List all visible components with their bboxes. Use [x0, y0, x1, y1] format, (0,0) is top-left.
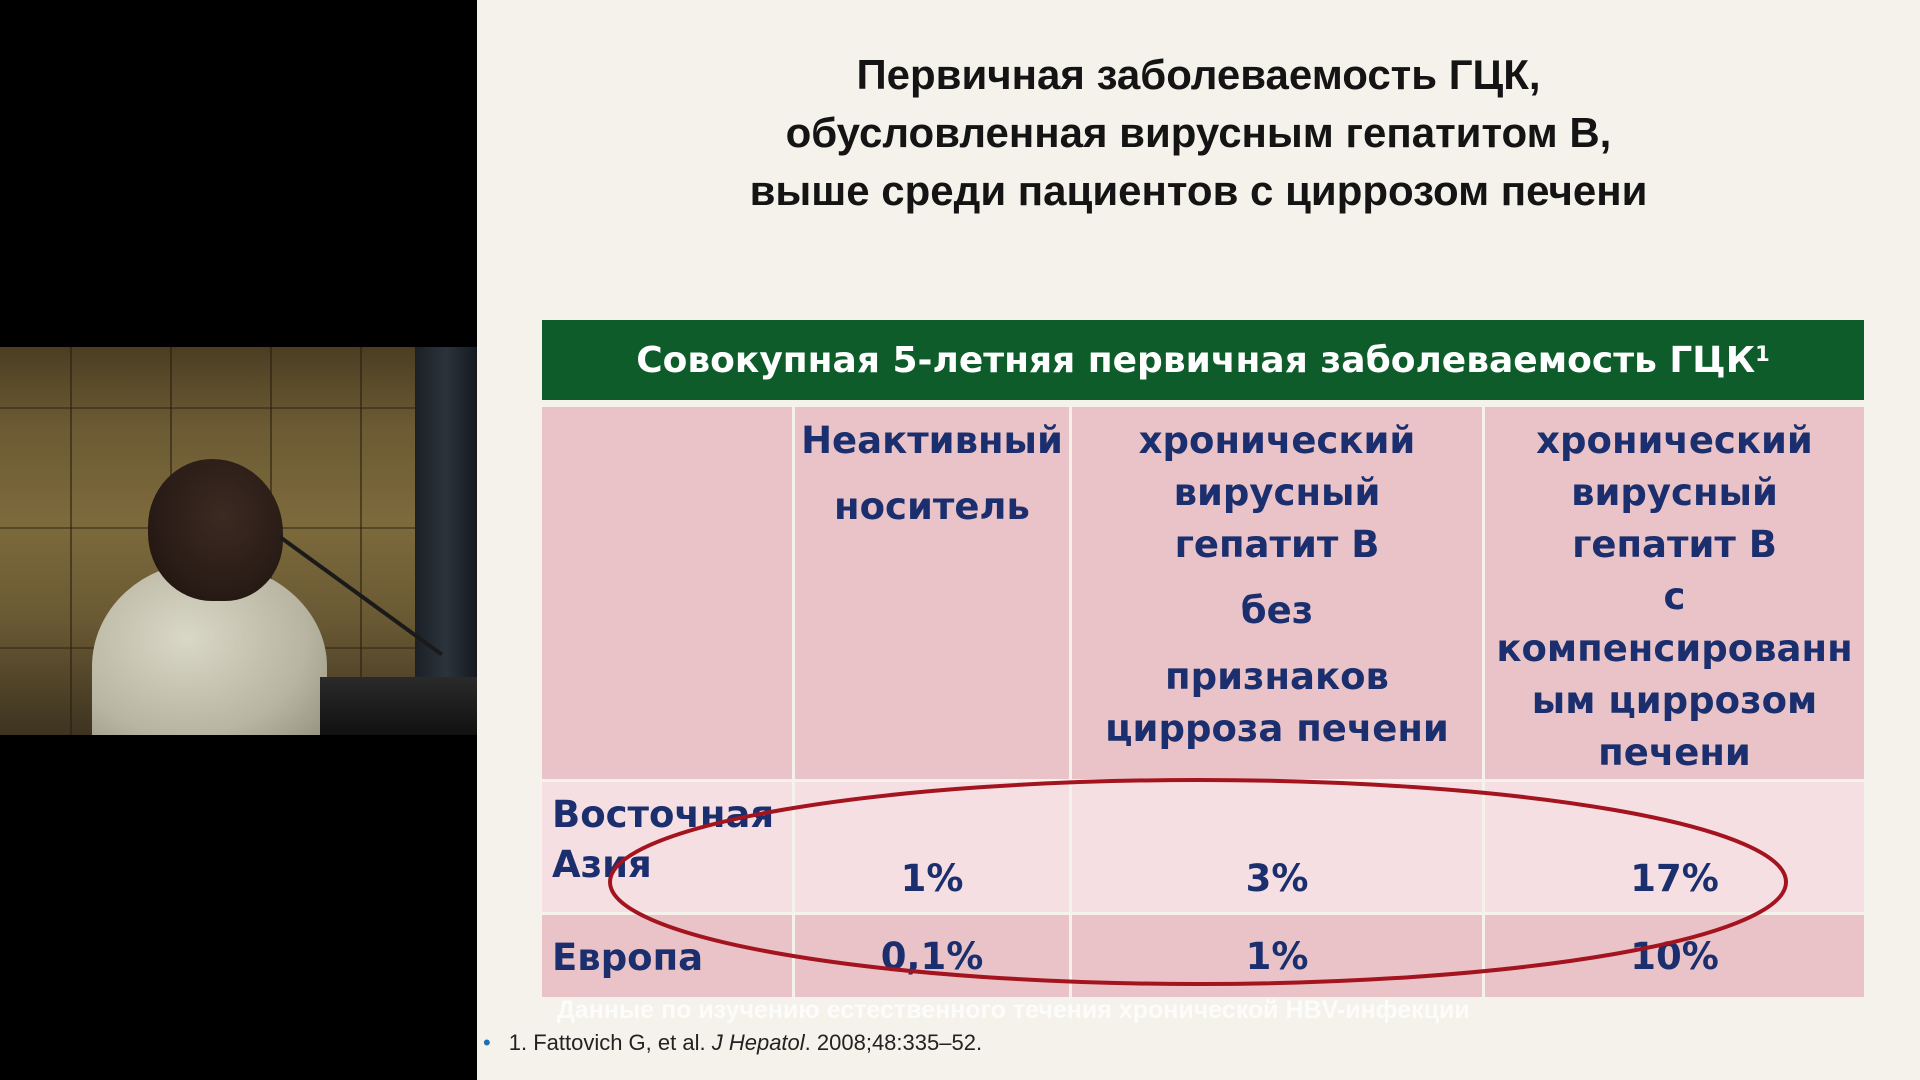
cell-value-text: 10% — [1630, 934, 1719, 978]
column-header-line: гепатит В — [1572, 523, 1777, 566]
table-header-bar: Совокупная 5-летняя первичная заболеваем… — [542, 320, 1864, 400]
slide-title-line: Первичная заболеваемость ГЦК, — [856, 51, 1541, 98]
ghost-caption: Данные по изучению естественного течения… — [557, 996, 1470, 1024]
column-header-line: цирроза печени — [1105, 707, 1449, 750]
column-header-line: хронический — [1138, 419, 1416, 462]
row-label-line: Восточная — [552, 793, 775, 836]
speaker-camera-feed — [0, 347, 477, 735]
table-cell-value: 3% — [1072, 782, 1482, 912]
footnote: • 1. Fattovich G, et al. J Hepatol. 2008;… — [483, 1030, 982, 1056]
column-header-line: Неактивный — [801, 419, 1063, 462]
cell-value-text: 1% — [1245, 934, 1309, 978]
wall-panel-line — [360, 347, 362, 735]
column-header-line: без — [1240, 589, 1314, 632]
table-cell-value: 1% — [1072, 915, 1482, 997]
podium — [320, 677, 477, 735]
column-header-line: хронический — [1536, 419, 1813, 462]
table-corner-cell — [542, 407, 792, 779]
row-label-east-asia: Восточная Азия — [542, 782, 792, 912]
cell-value-text: 3% — [1245, 857, 1309, 900]
slide-title: Первичная заболеваемость ГЦК, обусловлен… — [477, 46, 1920, 220]
column-header-line: с — [1663, 575, 1686, 618]
footnote-authors: Fattovich G, et al. — [533, 1030, 706, 1055]
footnote-number: 1. — [508, 1030, 528, 1055]
table-header-footnote-ref: 1 — [1755, 342, 1770, 366]
presentation-slide: Первичная заболеваемость ГЦК, обусловлен… — [477, 0, 1920, 1080]
footnote-citation: . 2008;48:335–52. — [804, 1030, 983, 1055]
column-header-chb-no-cirrhosis: хронический вирусный гепатит В без призн… — [1072, 407, 1482, 779]
column-header-line: носитель — [834, 485, 1030, 528]
row-label-line: Азия — [552, 843, 652, 886]
wall-band — [0, 407, 420, 409]
table-cell-value: 17% — [1485, 782, 1864, 912]
slide-title-line: обусловленная вирусным гепатитом В, — [785, 109, 1612, 156]
column-header-line: ым циррозом — [1531, 679, 1818, 722]
speaker-video-panel — [0, 0, 477, 1080]
slide-title-line: выше среди пациентов с циррозом печени — [749, 167, 1648, 214]
cell-value-text: 17% — [1630, 857, 1719, 900]
table-cell-value: 0,1% — [795, 915, 1069, 997]
speaker-head — [148, 459, 283, 601]
bullet-icon: • — [483, 1030, 491, 1055]
row-label-line: Европа — [552, 936, 704, 979]
row-label-europe: Европа — [542, 915, 792, 997]
column-header-line: признаков — [1165, 655, 1389, 698]
table-cell-value: 1% — [795, 782, 1069, 912]
column-header-chb-compensated-cirrhosis: хронический вирусный гепатит В с компенс… — [1485, 407, 1864, 779]
curtain — [415, 347, 477, 735]
table-header-text: Совокупная 5-летняя первичная заболеваем… — [636, 339, 1756, 381]
cell-value-text: 0,1% — [880, 934, 984, 978]
cell-value-text: 1% — [900, 857, 964, 900]
column-header-inactive-carrier: Неактивный носитель — [795, 407, 1069, 779]
column-header-line: компенсированн — [1496, 627, 1853, 670]
table-cell-value: 10% — [1485, 915, 1864, 997]
column-header-line: вирусный — [1571, 471, 1778, 514]
wall-panel-line — [70, 347, 72, 735]
column-header-line: вирусный — [1173, 471, 1381, 514]
footnote-journal: J Hepatol — [711, 1030, 805, 1055]
column-header-line: печени — [1598, 731, 1751, 774]
column-header-line: гепатит В — [1174, 523, 1380, 566]
